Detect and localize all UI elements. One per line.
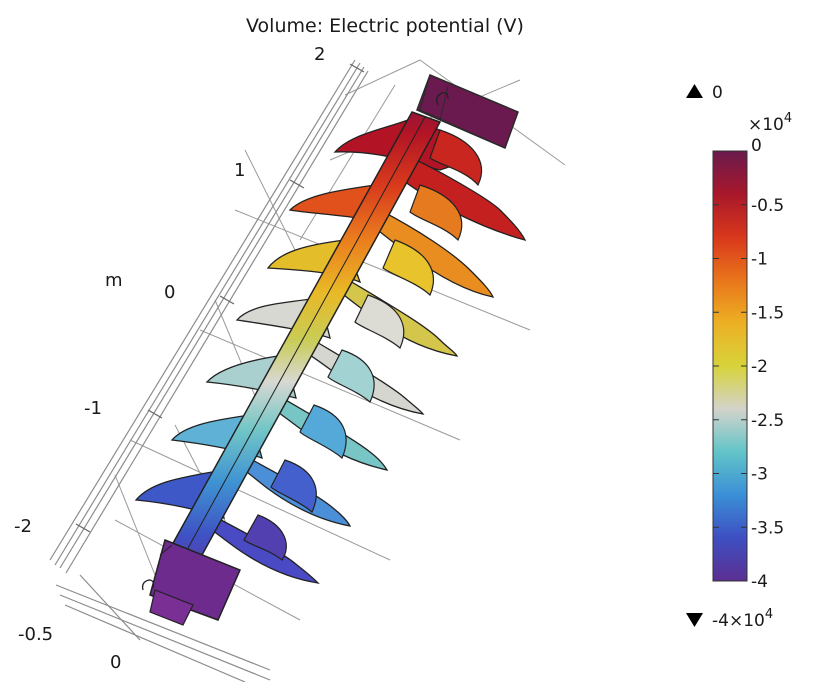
axis-tick-label: -2 <box>14 516 32 537</box>
axis-tick-label: 2 <box>314 44 325 65</box>
base-tick-label: -0.5 <box>18 624 53 645</box>
colorbar-tick-label: -1 <box>751 250 768 270</box>
colorbar-tick-label: -3 <box>751 465 768 485</box>
colorbar-exponent: ×104 <box>748 111 792 135</box>
colorbar-tick-label: -2.5 <box>751 411 784 431</box>
colorbar-tick-label: -4 <box>751 572 768 592</box>
insulator-model <box>134 74 527 626</box>
colorbar-tick-label: 0 <box>751 136 762 156</box>
colorbar-tick-label: -3.5 <box>751 518 784 538</box>
axis-tick-label: 1 <box>234 160 245 181</box>
colorbar: 0 ×104 0 -0.5 -1 -1.5 -2 -2.5 -3 -3.5 -4 -4×104 <box>686 83 792 631</box>
base-tick-label: 0 <box>110 652 121 673</box>
axis-tick-label: -1 <box>84 398 102 419</box>
colorbar-min-label: -4×104 <box>712 607 773 631</box>
colorbar-tick-label: -1.5 <box>751 303 784 323</box>
axis-ruler <box>49 59 369 682</box>
axis-tick-label: 0 <box>164 282 175 303</box>
colorbar-tick-label: -0.5 <box>751 196 784 216</box>
colorbar-tick-label: -2 <box>751 357 768 377</box>
min-marker-icon <box>686 613 703 627</box>
plot-title: Volume: Electric potential (V) <box>246 15 524 37</box>
unit-label: m <box>105 270 123 291</box>
max-marker-icon <box>686 84 703 98</box>
colorbar-max-label: 0 <box>712 83 723 103</box>
axis-ticks <box>75 63 365 533</box>
